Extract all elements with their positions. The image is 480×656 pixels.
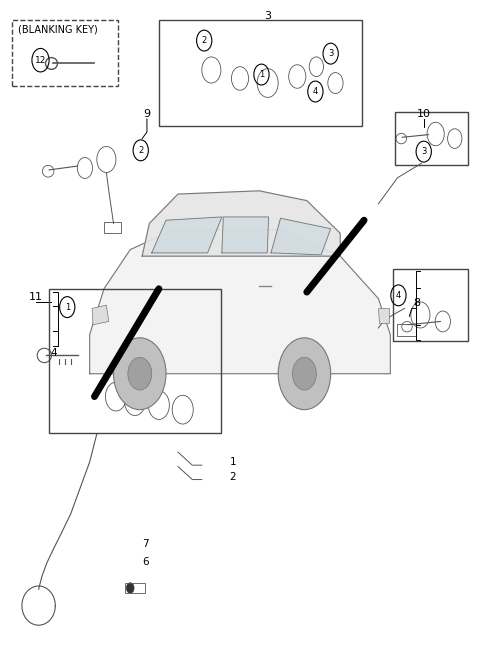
Text: 5: 5 — [134, 394, 141, 403]
Circle shape — [126, 583, 134, 593]
Text: 9: 9 — [144, 109, 151, 119]
Text: 1: 1 — [65, 302, 70, 312]
Text: 3: 3 — [328, 49, 333, 58]
Text: 4: 4 — [313, 87, 318, 96]
Circle shape — [278, 338, 331, 409]
Polygon shape — [152, 217, 222, 253]
Text: 3: 3 — [264, 10, 271, 21]
Polygon shape — [271, 218, 331, 255]
Bar — [125, 583, 144, 592]
Text: 8: 8 — [413, 298, 420, 308]
Text: 1: 1 — [259, 70, 264, 79]
Text: 6: 6 — [142, 557, 149, 567]
Text: 1: 1 — [229, 457, 236, 467]
Circle shape — [114, 338, 166, 409]
Text: 12: 12 — [35, 56, 46, 65]
Bar — [397, 324, 416, 336]
Text: 7: 7 — [142, 539, 149, 548]
Text: 4: 4 — [50, 348, 57, 358]
Polygon shape — [142, 191, 340, 256]
Text: (BLANKING KEY): (BLANKING KEY) — [18, 24, 98, 35]
Polygon shape — [90, 230, 390, 374]
Polygon shape — [92, 305, 109, 325]
Text: 2: 2 — [202, 36, 207, 45]
Text: 2: 2 — [229, 472, 236, 482]
Text: 11: 11 — [29, 292, 43, 302]
Bar — [104, 222, 120, 234]
Text: 3: 3 — [421, 147, 426, 156]
Circle shape — [292, 358, 316, 390]
Circle shape — [128, 358, 152, 390]
Polygon shape — [378, 308, 389, 323]
Text: 10: 10 — [417, 109, 431, 119]
Text: 2: 2 — [138, 146, 144, 155]
Text: 4: 4 — [396, 291, 401, 300]
Polygon shape — [222, 217, 269, 253]
